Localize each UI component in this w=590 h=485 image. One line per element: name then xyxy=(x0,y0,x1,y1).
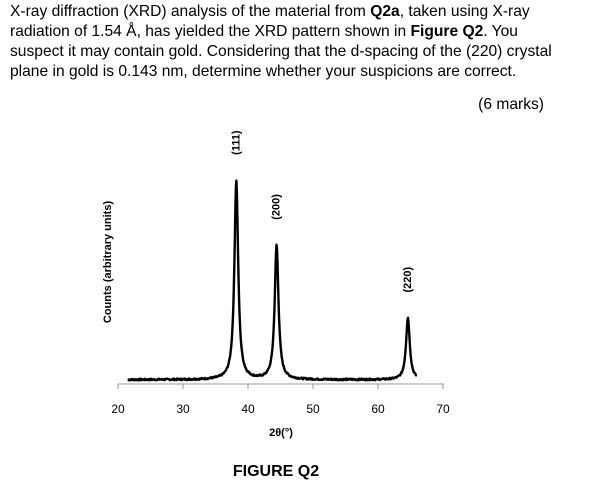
x-tick-label: 50 xyxy=(306,402,320,416)
x-tick-label: 30 xyxy=(176,402,190,416)
marks-label: (6 marks) xyxy=(478,96,544,113)
question-part-2: , taken using X-ray radiation of 1.54 Å,… xyxy=(10,3,530,40)
xrd-pattern-line xyxy=(127,179,418,382)
x-tick-label: 60 xyxy=(371,402,385,416)
x-tick-label: 70 xyxy=(436,402,450,416)
y-axis-label: Counts (arbitrary units) xyxy=(102,201,114,324)
ref-figure: Figure Q2 xyxy=(410,23,484,40)
peak-label: (220) xyxy=(402,266,414,292)
x-tick-label: 40 xyxy=(241,402,255,416)
ref-q2a: Q2a xyxy=(370,3,400,20)
peak-label: (200) xyxy=(271,194,283,220)
question-part-1: X-ray diffraction (XRD) analysis of the … xyxy=(10,3,371,20)
x-axis-label: 2θ(°) xyxy=(269,427,293,439)
question-text: X-ray diffraction (XRD) analysis of the … xyxy=(10,2,570,82)
x-ticks: 20 30 40 50 60 70 xyxy=(111,384,450,416)
peak-labels: (111) (200) (220) xyxy=(230,130,414,292)
peak-label: (111) xyxy=(230,130,242,155)
question-part-3: . You suspect it may contain gold. Consi… xyxy=(10,23,552,80)
figure-caption: FIGURE Q2 xyxy=(232,463,320,480)
x-tick-label: 20 xyxy=(111,402,125,416)
